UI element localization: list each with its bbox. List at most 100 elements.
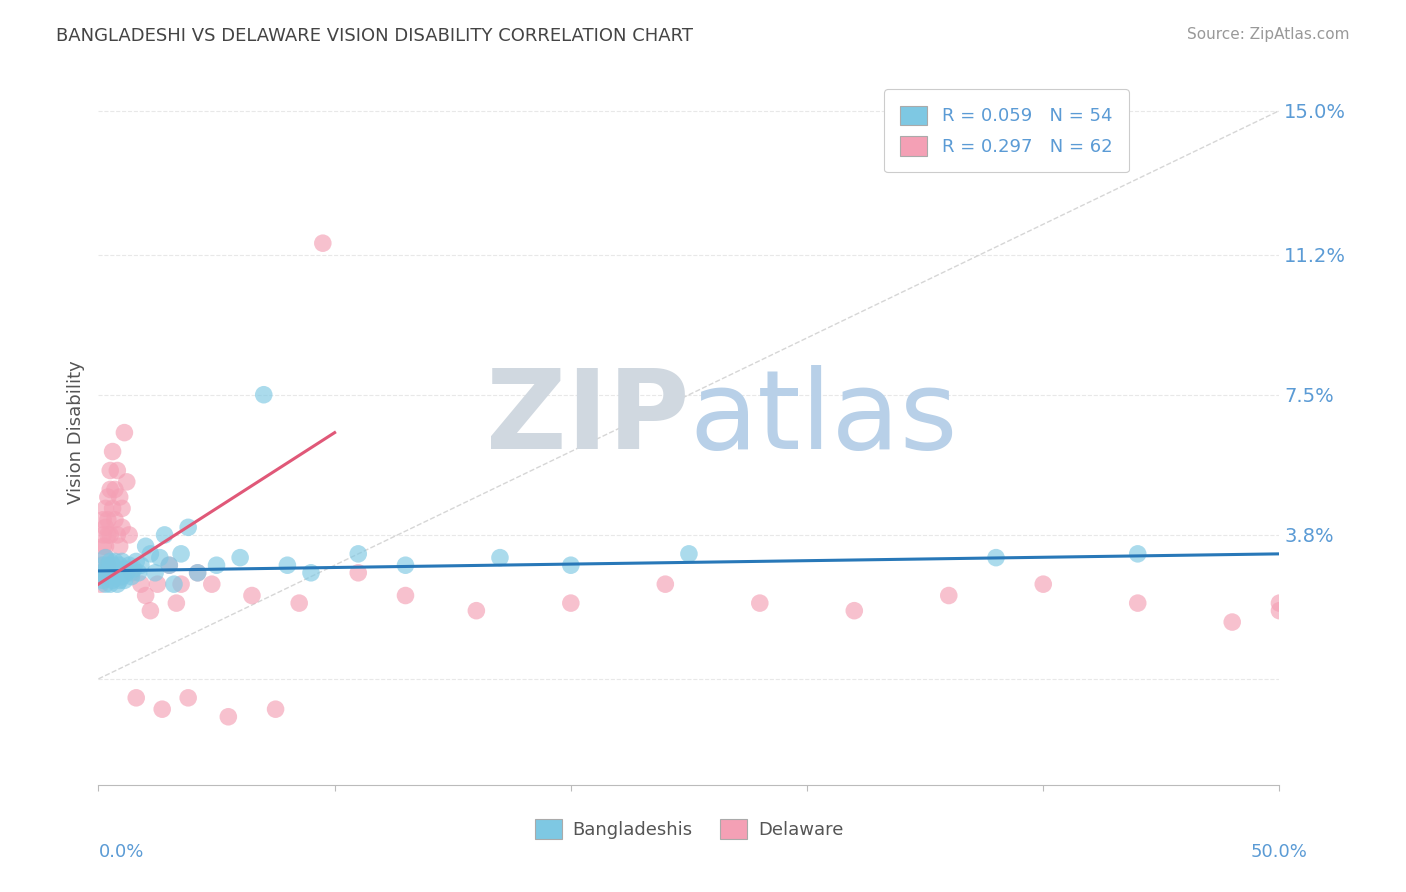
Point [105, 562, 128, 576]
Point [288, 596, 311, 610]
Point [153, 528, 176, 542]
Point [128, 566, 150, 580]
Point [276, 558, 298, 573]
Point [465, 604, 488, 618]
Text: BANGLADESHI VS DELAWARE VISION DISABILITY CORRELATION CHART: BANGLADESHI VS DELAWARE VISION DISABILIT… [56, 27, 693, 45]
Point [91, 513, 114, 527]
Point [201, 577, 224, 591]
Point [170, 547, 193, 561]
Point [157, 558, 180, 573]
Point [1126, 547, 1149, 561]
Point [121, 566, 143, 580]
Point [1268, 596, 1291, 610]
Point [108, 539, 131, 553]
Point [205, 558, 228, 573]
Legend: Bangladeshis, Delaware: Bangladeshis, Delaware [527, 812, 851, 847]
Point [115, 475, 138, 489]
Point [91, 566, 114, 580]
Point [118, 558, 141, 573]
Point [187, 566, 209, 580]
Point [90, 577, 112, 591]
Point [108, 558, 131, 573]
Point [229, 550, 252, 565]
Point [98, 577, 121, 591]
Point [98, 554, 121, 568]
Point [844, 604, 866, 618]
Point [94, 550, 117, 565]
Point [678, 547, 700, 561]
Point [105, 528, 128, 542]
Point [101, 574, 124, 588]
Point [654, 577, 676, 591]
Point [135, 589, 157, 603]
Point [97, 528, 120, 542]
Point [98, 528, 121, 542]
Point [105, 577, 128, 591]
Point [125, 554, 148, 568]
Point [253, 388, 276, 402]
Point [938, 589, 960, 603]
Point [347, 547, 370, 561]
Point [177, 690, 200, 705]
Point [299, 566, 322, 580]
Point [111, 501, 134, 516]
Point [984, 550, 1007, 565]
Point [118, 528, 141, 542]
Point [150, 702, 173, 716]
Point [394, 589, 416, 603]
Point [560, 596, 582, 610]
Point [122, 562, 145, 576]
Point [105, 463, 128, 477]
Point [560, 558, 582, 573]
Point [97, 490, 120, 504]
Point [94, 539, 117, 553]
Point [121, 569, 143, 583]
Point [1220, 615, 1243, 629]
Text: 0.0%: 0.0% [98, 843, 143, 861]
Point [264, 702, 287, 716]
Point [101, 566, 124, 580]
Point [143, 566, 166, 580]
Point [139, 604, 162, 618]
Point [115, 566, 138, 580]
Point [94, 566, 117, 580]
Point [240, 589, 263, 603]
Point [91, 558, 114, 573]
Point [97, 513, 120, 527]
Point [104, 569, 127, 583]
Point [104, 554, 127, 568]
Text: atlas: atlas [689, 365, 957, 472]
Point [177, 520, 200, 534]
Point [94, 550, 117, 565]
Point [312, 236, 335, 251]
Y-axis label: Vision Disability: Vision Disability [66, 360, 84, 505]
Point [90, 558, 112, 573]
Point [125, 690, 148, 705]
Point [394, 558, 416, 573]
Point [91, 539, 114, 553]
Point [187, 566, 209, 580]
Point [163, 577, 186, 591]
Point [101, 501, 124, 516]
Point [129, 577, 152, 591]
Point [111, 554, 134, 568]
Point [347, 566, 370, 580]
Point [165, 596, 187, 610]
Point [97, 566, 120, 580]
Point [111, 569, 134, 583]
Point [97, 569, 120, 583]
Point [1032, 577, 1054, 591]
Point [108, 574, 131, 588]
Point [101, 444, 124, 458]
Point [104, 513, 127, 527]
Point [139, 547, 162, 561]
Point [94, 520, 117, 534]
Point [101, 558, 124, 573]
Point [217, 710, 239, 724]
Point [111, 520, 134, 534]
Point [146, 577, 169, 591]
Point [112, 562, 135, 576]
Point [149, 550, 172, 565]
Point [129, 558, 152, 573]
Point [112, 425, 135, 440]
